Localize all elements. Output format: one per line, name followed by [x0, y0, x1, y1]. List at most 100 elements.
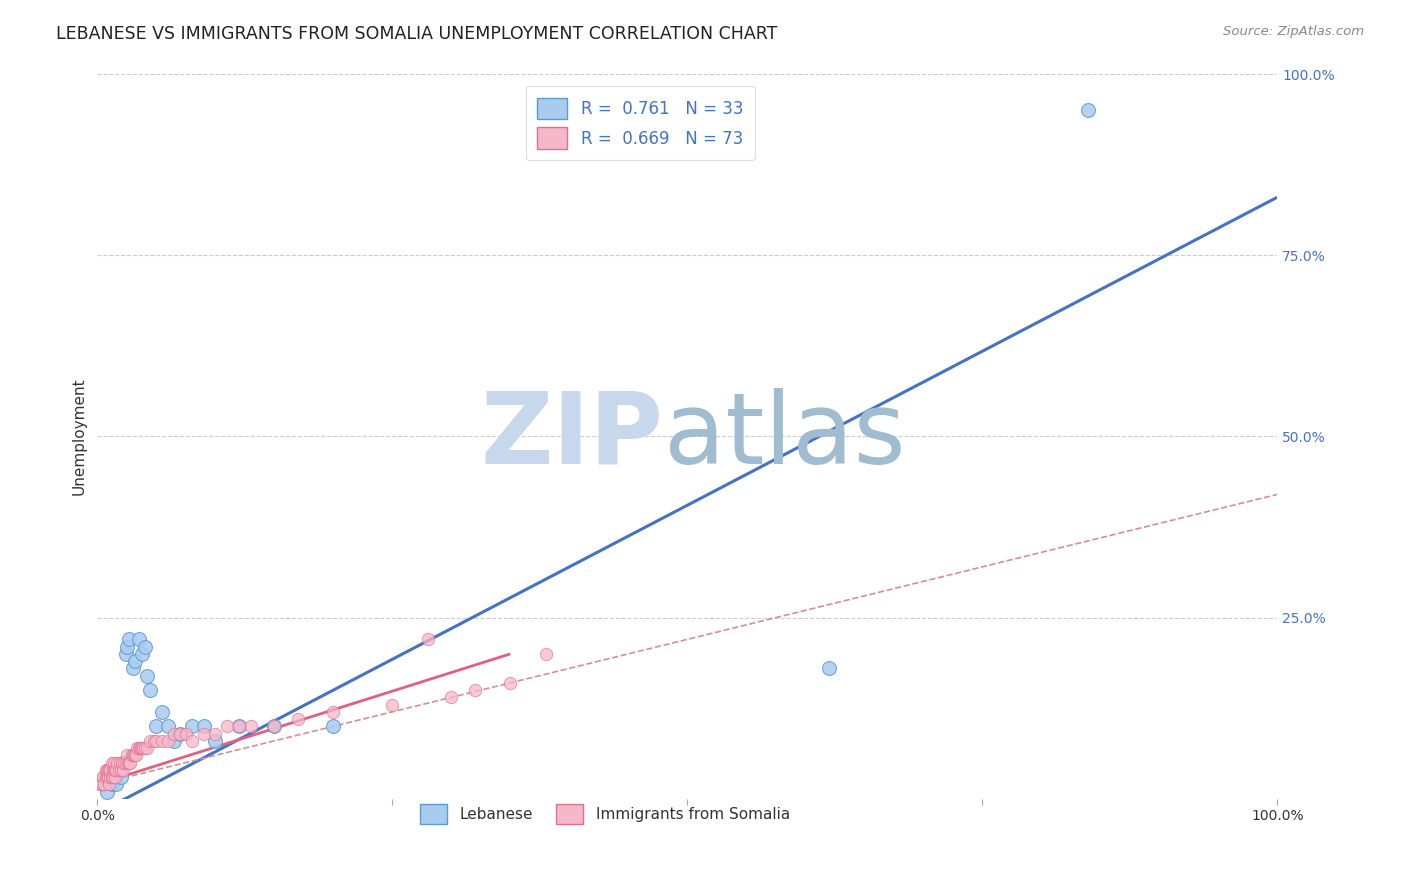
Point	[134, 741, 156, 756]
Point	[217, 719, 239, 733]
Point	[135, 668, 157, 682]
Point	[381, 698, 404, 712]
Point	[101, 763, 124, 777]
Point	[440, 690, 463, 705]
Point	[91, 770, 114, 784]
Point	[114, 647, 136, 661]
Point	[115, 640, 138, 654]
Point	[111, 756, 134, 770]
Point	[169, 726, 191, 740]
Point	[117, 756, 139, 770]
Point	[118, 756, 141, 770]
Point	[145, 719, 167, 733]
Point	[139, 734, 162, 748]
Point	[139, 683, 162, 698]
Point	[169, 726, 191, 740]
Text: Source: ZipAtlas.com: Source: ZipAtlas.com	[1223, 25, 1364, 38]
Text: atlas: atlas	[664, 388, 905, 485]
Point	[121, 661, 143, 675]
Point	[129, 741, 152, 756]
Point	[204, 726, 226, 740]
Point	[98, 777, 121, 791]
Point	[89, 777, 111, 791]
Point	[105, 777, 128, 791]
Point	[228, 719, 250, 733]
Point	[132, 741, 155, 756]
Point	[193, 719, 215, 733]
Point	[103, 756, 125, 770]
Point	[98, 770, 121, 784]
Point	[121, 748, 143, 763]
Point	[180, 719, 202, 733]
Point	[90, 777, 112, 791]
Point	[101, 763, 124, 777]
Point	[322, 705, 344, 719]
Point	[98, 763, 121, 777]
Point	[96, 770, 118, 784]
Point	[239, 719, 262, 733]
Point	[114, 756, 136, 770]
Point	[228, 719, 250, 733]
Point	[416, 632, 439, 647]
Point	[818, 661, 841, 675]
Point	[104, 770, 127, 784]
Point	[91, 777, 114, 791]
Point	[143, 734, 166, 748]
Point	[127, 741, 149, 756]
Point	[112, 763, 135, 777]
Point	[91, 770, 114, 784]
Point	[128, 741, 150, 756]
Point	[128, 632, 150, 647]
Point	[157, 734, 180, 748]
Point	[94, 763, 117, 777]
Point	[1077, 103, 1099, 118]
Point	[118, 632, 141, 647]
Point	[131, 647, 153, 661]
Point	[98, 770, 121, 784]
Point	[124, 748, 146, 763]
Point	[110, 763, 132, 777]
Point	[98, 763, 121, 777]
Point	[100, 756, 122, 770]
Point	[104, 763, 127, 777]
Point	[121, 748, 143, 763]
Point	[499, 676, 522, 690]
Y-axis label: Unemployment: Unemployment	[72, 377, 86, 495]
Point	[93, 777, 115, 791]
Point	[112, 756, 135, 770]
Point	[180, 734, 202, 748]
Point	[96, 763, 118, 777]
Point	[120, 756, 142, 770]
Point	[107, 763, 129, 777]
Point	[134, 640, 156, 654]
Point	[128, 741, 150, 756]
Point	[91, 777, 114, 791]
Point	[97, 770, 120, 784]
Point	[122, 748, 145, 763]
Point	[263, 719, 285, 733]
Point	[96, 784, 118, 798]
Point	[163, 734, 186, 748]
Point	[174, 726, 197, 740]
Text: ZIP: ZIP	[481, 388, 664, 485]
Point	[107, 756, 129, 770]
Point	[534, 647, 557, 661]
Point	[204, 734, 226, 748]
Point	[263, 719, 285, 733]
Point	[110, 770, 132, 784]
Point	[114, 756, 136, 770]
Point	[115, 748, 138, 763]
Point	[100, 777, 122, 791]
Point	[145, 734, 167, 748]
Point	[135, 741, 157, 756]
Legend: Lebanese, Immigrants from Somalia: Lebanese, Immigrants from Somalia	[409, 794, 800, 835]
Point	[108, 756, 131, 770]
Point	[94, 770, 117, 784]
Point	[157, 719, 180, 733]
Point	[150, 705, 173, 719]
Point	[101, 770, 124, 784]
Point	[131, 741, 153, 756]
Point	[105, 763, 128, 777]
Point	[103, 763, 125, 777]
Point	[124, 654, 146, 668]
